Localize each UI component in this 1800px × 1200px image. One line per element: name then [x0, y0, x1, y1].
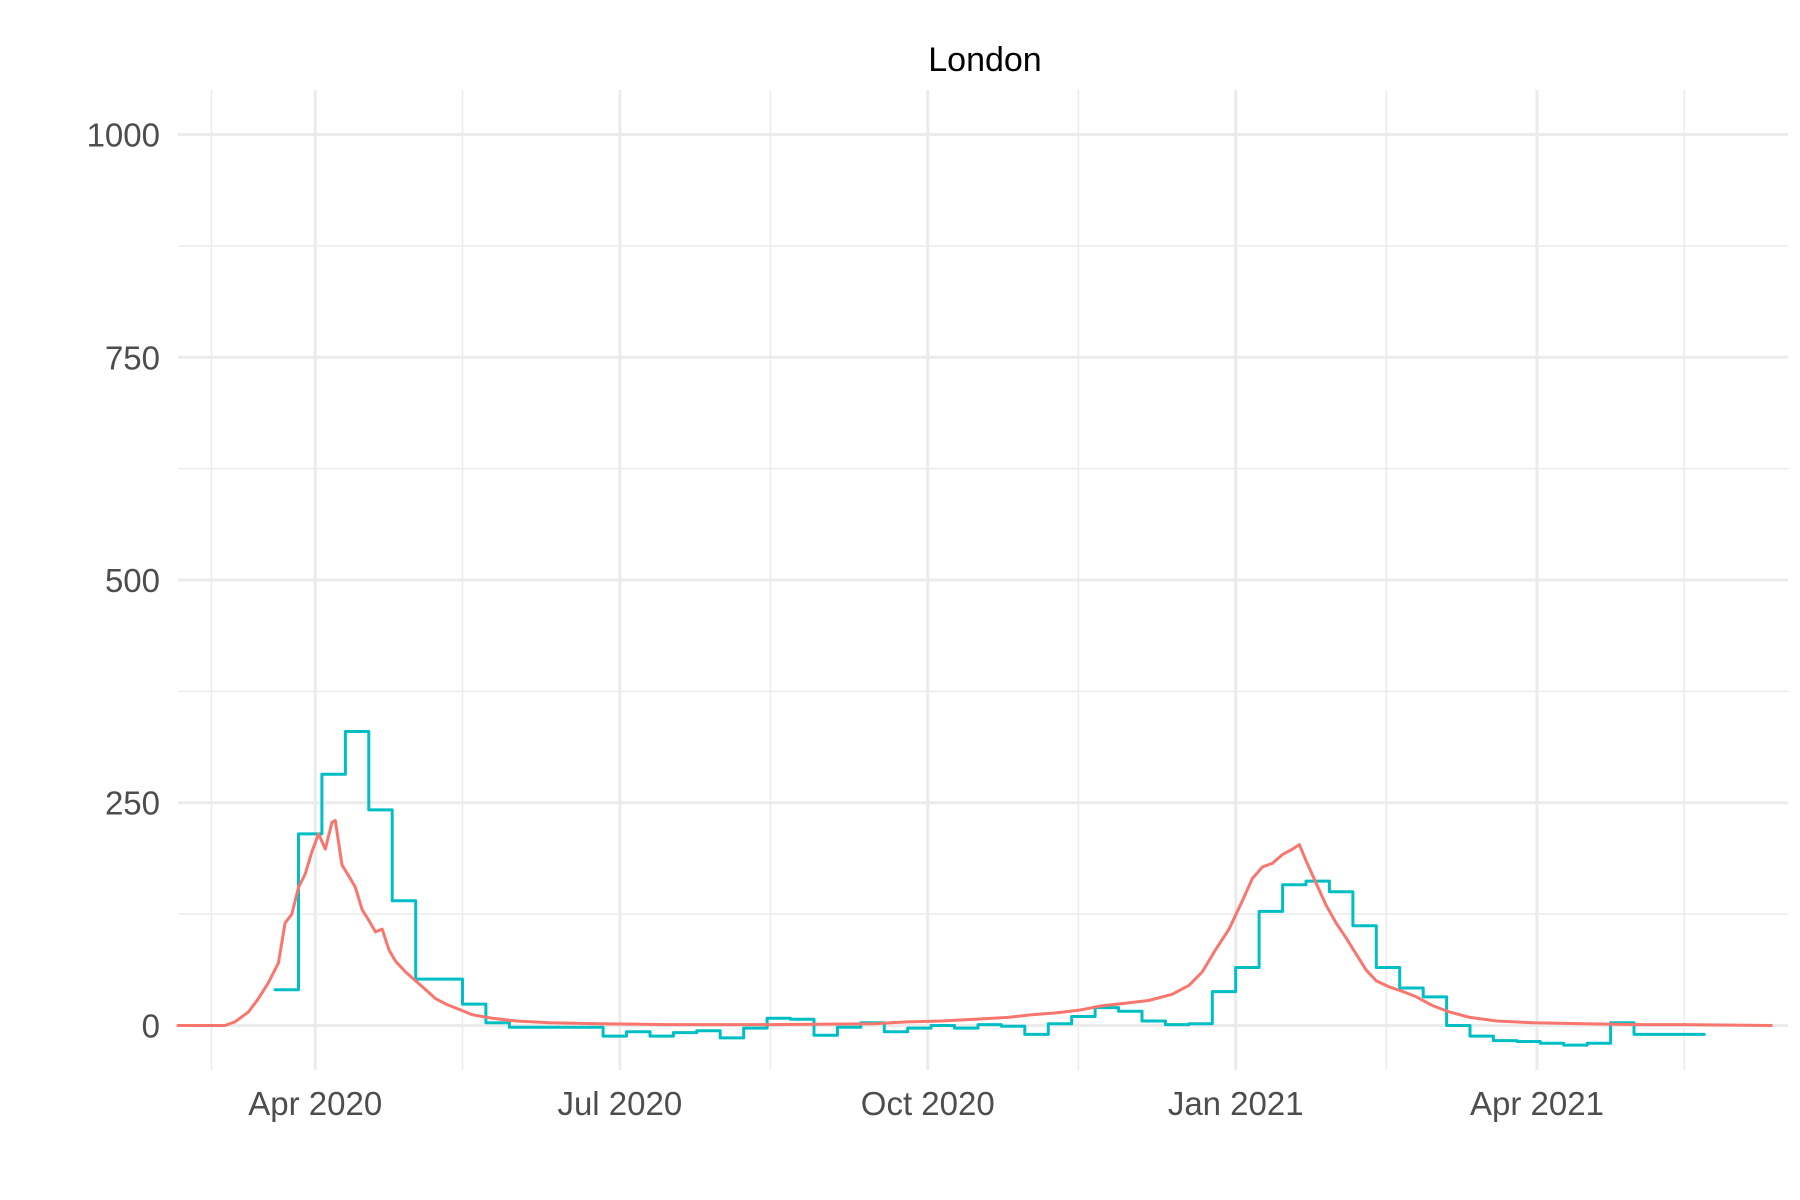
chart-title: London [928, 41, 1041, 79]
y-tick-label: 250 [105, 785, 160, 822]
x-axis: Apr 2020 Jul 2020 Oct 2020 Jan 2021 Apr 2021 [248, 1085, 1604, 1122]
y-axis: 0 250 500 750 1000 [87, 117, 160, 1045]
x-tick-label: Apr 2021 [1470, 1085, 1604, 1122]
series-line-2 [176, 819, 1773, 1027]
series-layer [176, 730, 1773, 1047]
y-tick-label: 500 [105, 562, 160, 599]
x-tick-label: Jan 2021 [1168, 1085, 1304, 1122]
y-tick-label: 750 [105, 339, 160, 376]
x-tick-label: Apr 2020 [248, 1085, 382, 1122]
grid [178, 90, 1788, 1070]
x-tick-label: Oct 2020 [861, 1085, 995, 1122]
series-line-1 [273, 730, 1706, 1047]
y-tick-label: 1000 [87, 117, 160, 154]
y-tick-label: 0 [142, 1007, 160, 1044]
x-tick-label: Jul 2020 [557, 1085, 682, 1122]
